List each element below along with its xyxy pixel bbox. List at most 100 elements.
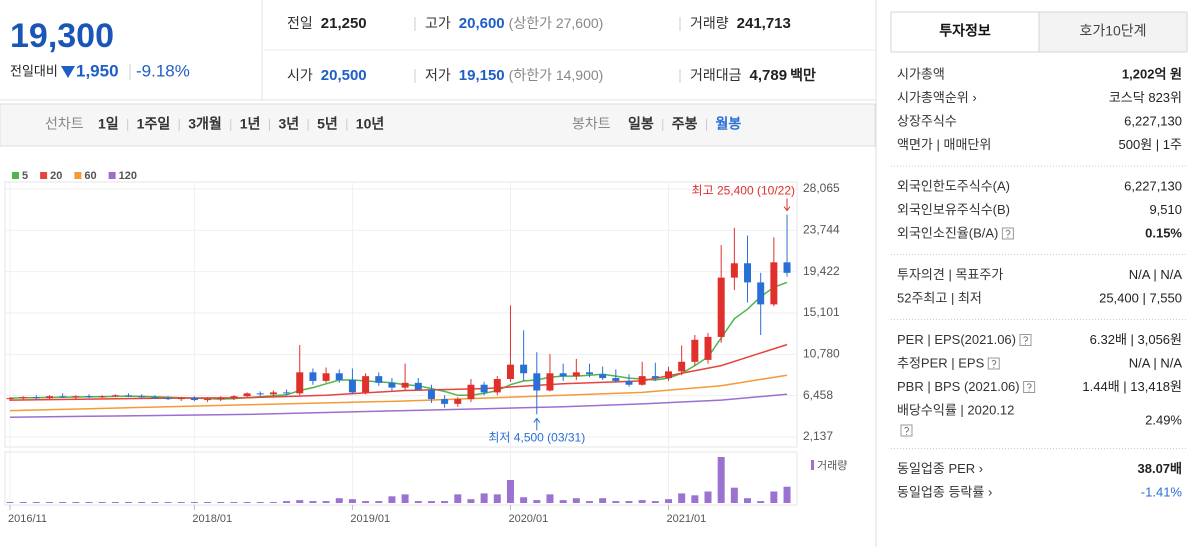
volume-bar	[72, 502, 80, 503]
legend-label: 120	[119, 170, 137, 182]
period-option[interactable]: 1주일	[137, 116, 171, 132]
y-tick-label: 23,744	[803, 223, 840, 237]
candle-body	[704, 336, 712, 360]
info-value: 6,227,130	[1124, 178, 1182, 193]
period-option[interactable]: 5년	[317, 116, 338, 132]
volume-bar	[533, 500, 541, 503]
header-field: 거래대금 4,789 백만	[690, 67, 816, 84]
line-chart-label: 선차트	[45, 116, 84, 132]
volume-bar	[757, 501, 765, 503]
info-label: 추정PER | EPS	[897, 355, 985, 370]
x-tick-label: 2018/01	[192, 513, 232, 525]
field-unit: 백만	[790, 67, 816, 83]
info-label: 상장주식수	[897, 113, 957, 128]
help-icon	[987, 357, 1000, 370]
volume-bar	[309, 501, 317, 503]
y-tick-label: 28,065	[803, 181, 840, 195]
candle-body	[730, 263, 738, 278]
legend-swatch	[40, 172, 48, 179]
down-triangle	[61, 66, 75, 78]
candle-body	[19, 397, 27, 399]
volume-bar	[283, 501, 291, 503]
field-value: 20,600	[459, 15, 505, 32]
help-icon-mark	[991, 359, 997, 368]
help-icon-mark	[1005, 229, 1011, 238]
info-value: 0.15%	[1145, 225, 1182, 240]
candle-body	[177, 398, 185, 400]
candle-body	[480, 384, 488, 393]
candle-body	[401, 382, 409, 388]
volume-bar	[98, 502, 106, 503]
period-option[interactable]: 10년	[356, 116, 384, 132]
volume-bar	[204, 502, 212, 503]
info-label: 외국인소진율(B/A)	[897, 225, 998, 240]
candle-body	[572, 372, 580, 377]
volume-bar	[770, 491, 778, 503]
volume-bar	[269, 502, 277, 503]
candle-body	[625, 380, 633, 385]
volume-plot-frame	[4, 451, 798, 506]
candle-body	[230, 396, 238, 399]
candle-body	[414, 382, 422, 390]
candle-body	[269, 392, 277, 395]
candle-option[interactable]: 일봉	[628, 116, 654, 132]
volume-bar	[546, 494, 554, 503]
panel-tab[interactable]	[890, 11, 1040, 53]
info-label: PER | EPS(2021.06)	[897, 332, 1016, 347]
candle-option[interactable]: 주봉	[672, 116, 698, 132]
high-annotation: 최고 25,400 (10/22)	[692, 184, 795, 198]
panel-tab-label[interactable]: 호가10단계	[1079, 23, 1146, 39]
period-option[interactable]: 1년	[240, 116, 261, 132]
volume-bar	[572, 498, 580, 503]
volume-bar	[678, 493, 686, 503]
field-label: 저가	[425, 67, 451, 83]
volume-bar	[138, 502, 146, 503]
candle-body	[744, 263, 752, 283]
panel-tab[interactable]	[1038, 11, 1188, 53]
field-note: (하한가 14,900)	[509, 67, 604, 83]
candle-option[interactable]: 월봉	[716, 116, 742, 132]
volume-bar	[85, 502, 93, 503]
period-option[interactable]: 1일	[98, 116, 119, 132]
help-icon	[1001, 227, 1014, 240]
info-value: 1,202억 원	[1122, 66, 1182, 81]
change-rate: -9.18%	[136, 61, 190, 80]
change-label: 전일대비	[10, 63, 58, 78]
high-arrow	[783, 198, 791, 212]
volume-bar	[375, 501, 383, 503]
volume-bar	[414, 501, 422, 503]
legend-label: 20	[50, 170, 62, 182]
period-option[interactable]: 3년	[278, 116, 299, 132]
volume-bar	[164, 502, 172, 503]
candle-body	[111, 395, 119, 397]
candle-body	[757, 282, 765, 305]
volume-bar	[559, 500, 567, 503]
candle-body	[585, 372, 593, 375]
volume-bar	[177, 502, 185, 503]
help-icon-mark	[1026, 383, 1032, 392]
legend-label: 60	[84, 170, 96, 182]
candle-body	[32, 397, 40, 399]
field-value: 20,500	[321, 67, 367, 84]
header-field: 거래량 241,713	[690, 15, 791, 32]
low-arrow	[533, 417, 541, 431]
period-option[interactable]: 3개월	[188, 116, 222, 132]
info-label: 배당수익률 | 2020.12	[897, 402, 1014, 417]
info-value: 코스닥 823위	[1109, 90, 1182, 105]
panel-tab-label[interactable]: 투자정보	[939, 23, 991, 39]
legend-label: 5	[22, 170, 28, 182]
help-icon-mark	[1023, 336, 1029, 345]
candle-body	[335, 373, 343, 380]
volume-legend-label: 거래량	[817, 459, 847, 472]
volume-bar	[230, 502, 238, 503]
header-field: 전일 21,250	[287, 15, 367, 32]
info-value: 500원 | 1주	[1119, 137, 1182, 152]
volume-bar	[493, 494, 501, 503]
header-field: 시가 20,500	[287, 67, 367, 84]
info-value: N/A | N/A	[1129, 267, 1183, 282]
candle-body	[309, 372, 317, 381]
field-value: 21,250	[321, 15, 367, 32]
volume-bar	[296, 500, 304, 503]
volume-bar	[59, 502, 67, 503]
